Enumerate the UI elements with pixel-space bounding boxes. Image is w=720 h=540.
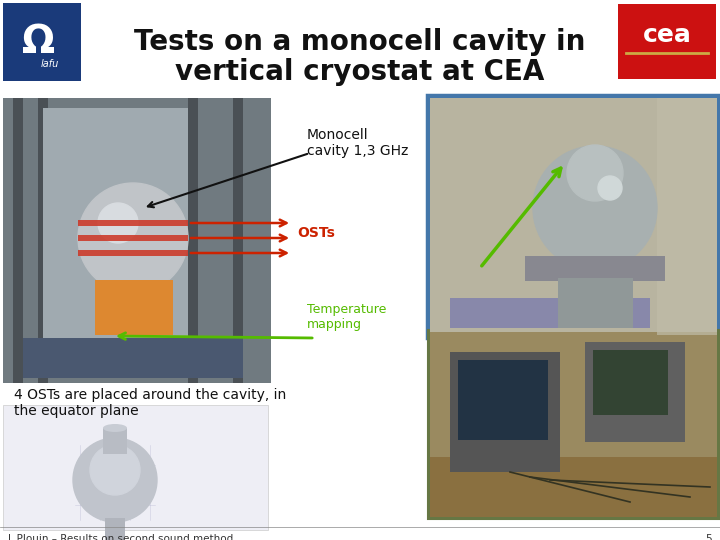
Circle shape (78, 183, 188, 293)
Bar (38, 98, 48, 383)
Bar (428, 330, 719, 519)
Bar (430, 98, 717, 335)
Bar (618, 4, 716, 79)
Bar (450, 352, 560, 472)
Bar (427, 95, 720, 338)
Text: OSTs: OSTs (297, 226, 335, 240)
Circle shape (567, 145, 623, 201)
Circle shape (90, 445, 140, 495)
Bar (103, 428, 127, 454)
Bar (233, 98, 243, 383)
Text: 5: 5 (706, 534, 712, 540)
Bar (3, 3, 81, 81)
Text: J. Plouin – Results on second sound method: J. Plouin – Results on second sound meth… (8, 534, 234, 540)
Circle shape (533, 146, 657, 270)
Text: Tests on a monocell cavity in: Tests on a monocell cavity in (135, 28, 585, 56)
Bar (525, 256, 665, 281)
Bar (13, 98, 23, 383)
Bar (95, 280, 173, 335)
Bar (430, 332, 717, 517)
Bar (3, 98, 271, 383)
Text: Temperature
mapping: Temperature mapping (307, 303, 387, 331)
Bar (78, 235, 188, 241)
Text: Ω: Ω (22, 23, 55, 61)
Bar (450, 298, 650, 328)
Bar (430, 98, 717, 335)
Bar (43, 108, 188, 373)
Ellipse shape (103, 424, 127, 432)
Bar (585, 342, 685, 442)
Text: cea: cea (642, 24, 691, 48)
Text: 4 OSTs are placed around the cavity, in: 4 OSTs are placed around the cavity, in (14, 388, 287, 402)
Bar (105, 518, 125, 540)
Bar (23, 338, 243, 378)
Circle shape (98, 203, 138, 243)
Bar (3, 405, 268, 530)
Bar (188, 98, 198, 383)
Bar (657, 98, 717, 335)
Bar (430, 457, 717, 517)
Bar (78, 220, 188, 226)
Circle shape (73, 438, 157, 522)
Bar (593, 350, 668, 415)
Text: vertical cryostat at CEA: vertical cryostat at CEA (175, 58, 545, 86)
Text: Monocell
cavity 1,3 GHz: Monocell cavity 1,3 GHz (307, 128, 408, 158)
Bar (78, 250, 188, 256)
Text: lafu: lafu (40, 59, 59, 69)
Text: the equator plane: the equator plane (14, 404, 139, 418)
Circle shape (598, 176, 622, 200)
Bar (458, 360, 548, 440)
Bar (558, 278, 633, 328)
